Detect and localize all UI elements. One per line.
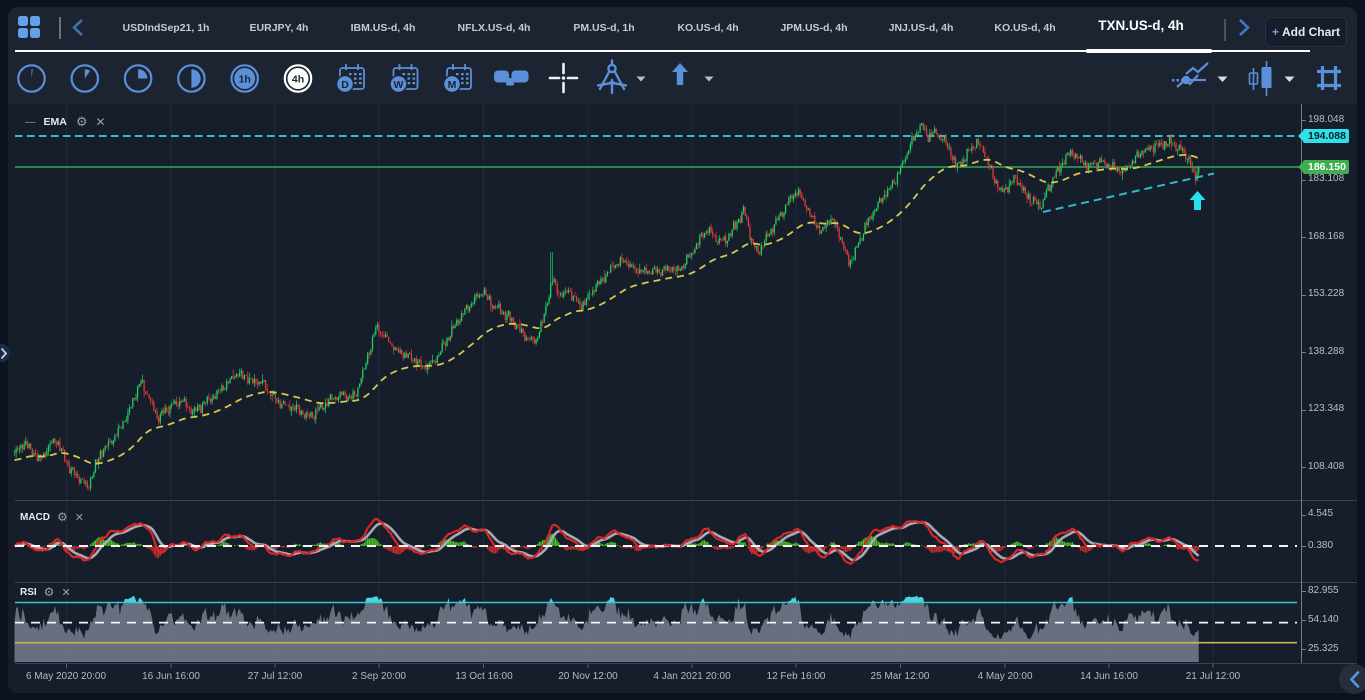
svg-text:D: D bbox=[341, 79, 349, 91]
svg-text:1h: 1h bbox=[239, 73, 251, 85]
svg-text:4h: 4h bbox=[292, 73, 304, 85]
svg-text:M: M bbox=[448, 79, 457, 91]
svg-text:W: W bbox=[394, 79, 404, 91]
